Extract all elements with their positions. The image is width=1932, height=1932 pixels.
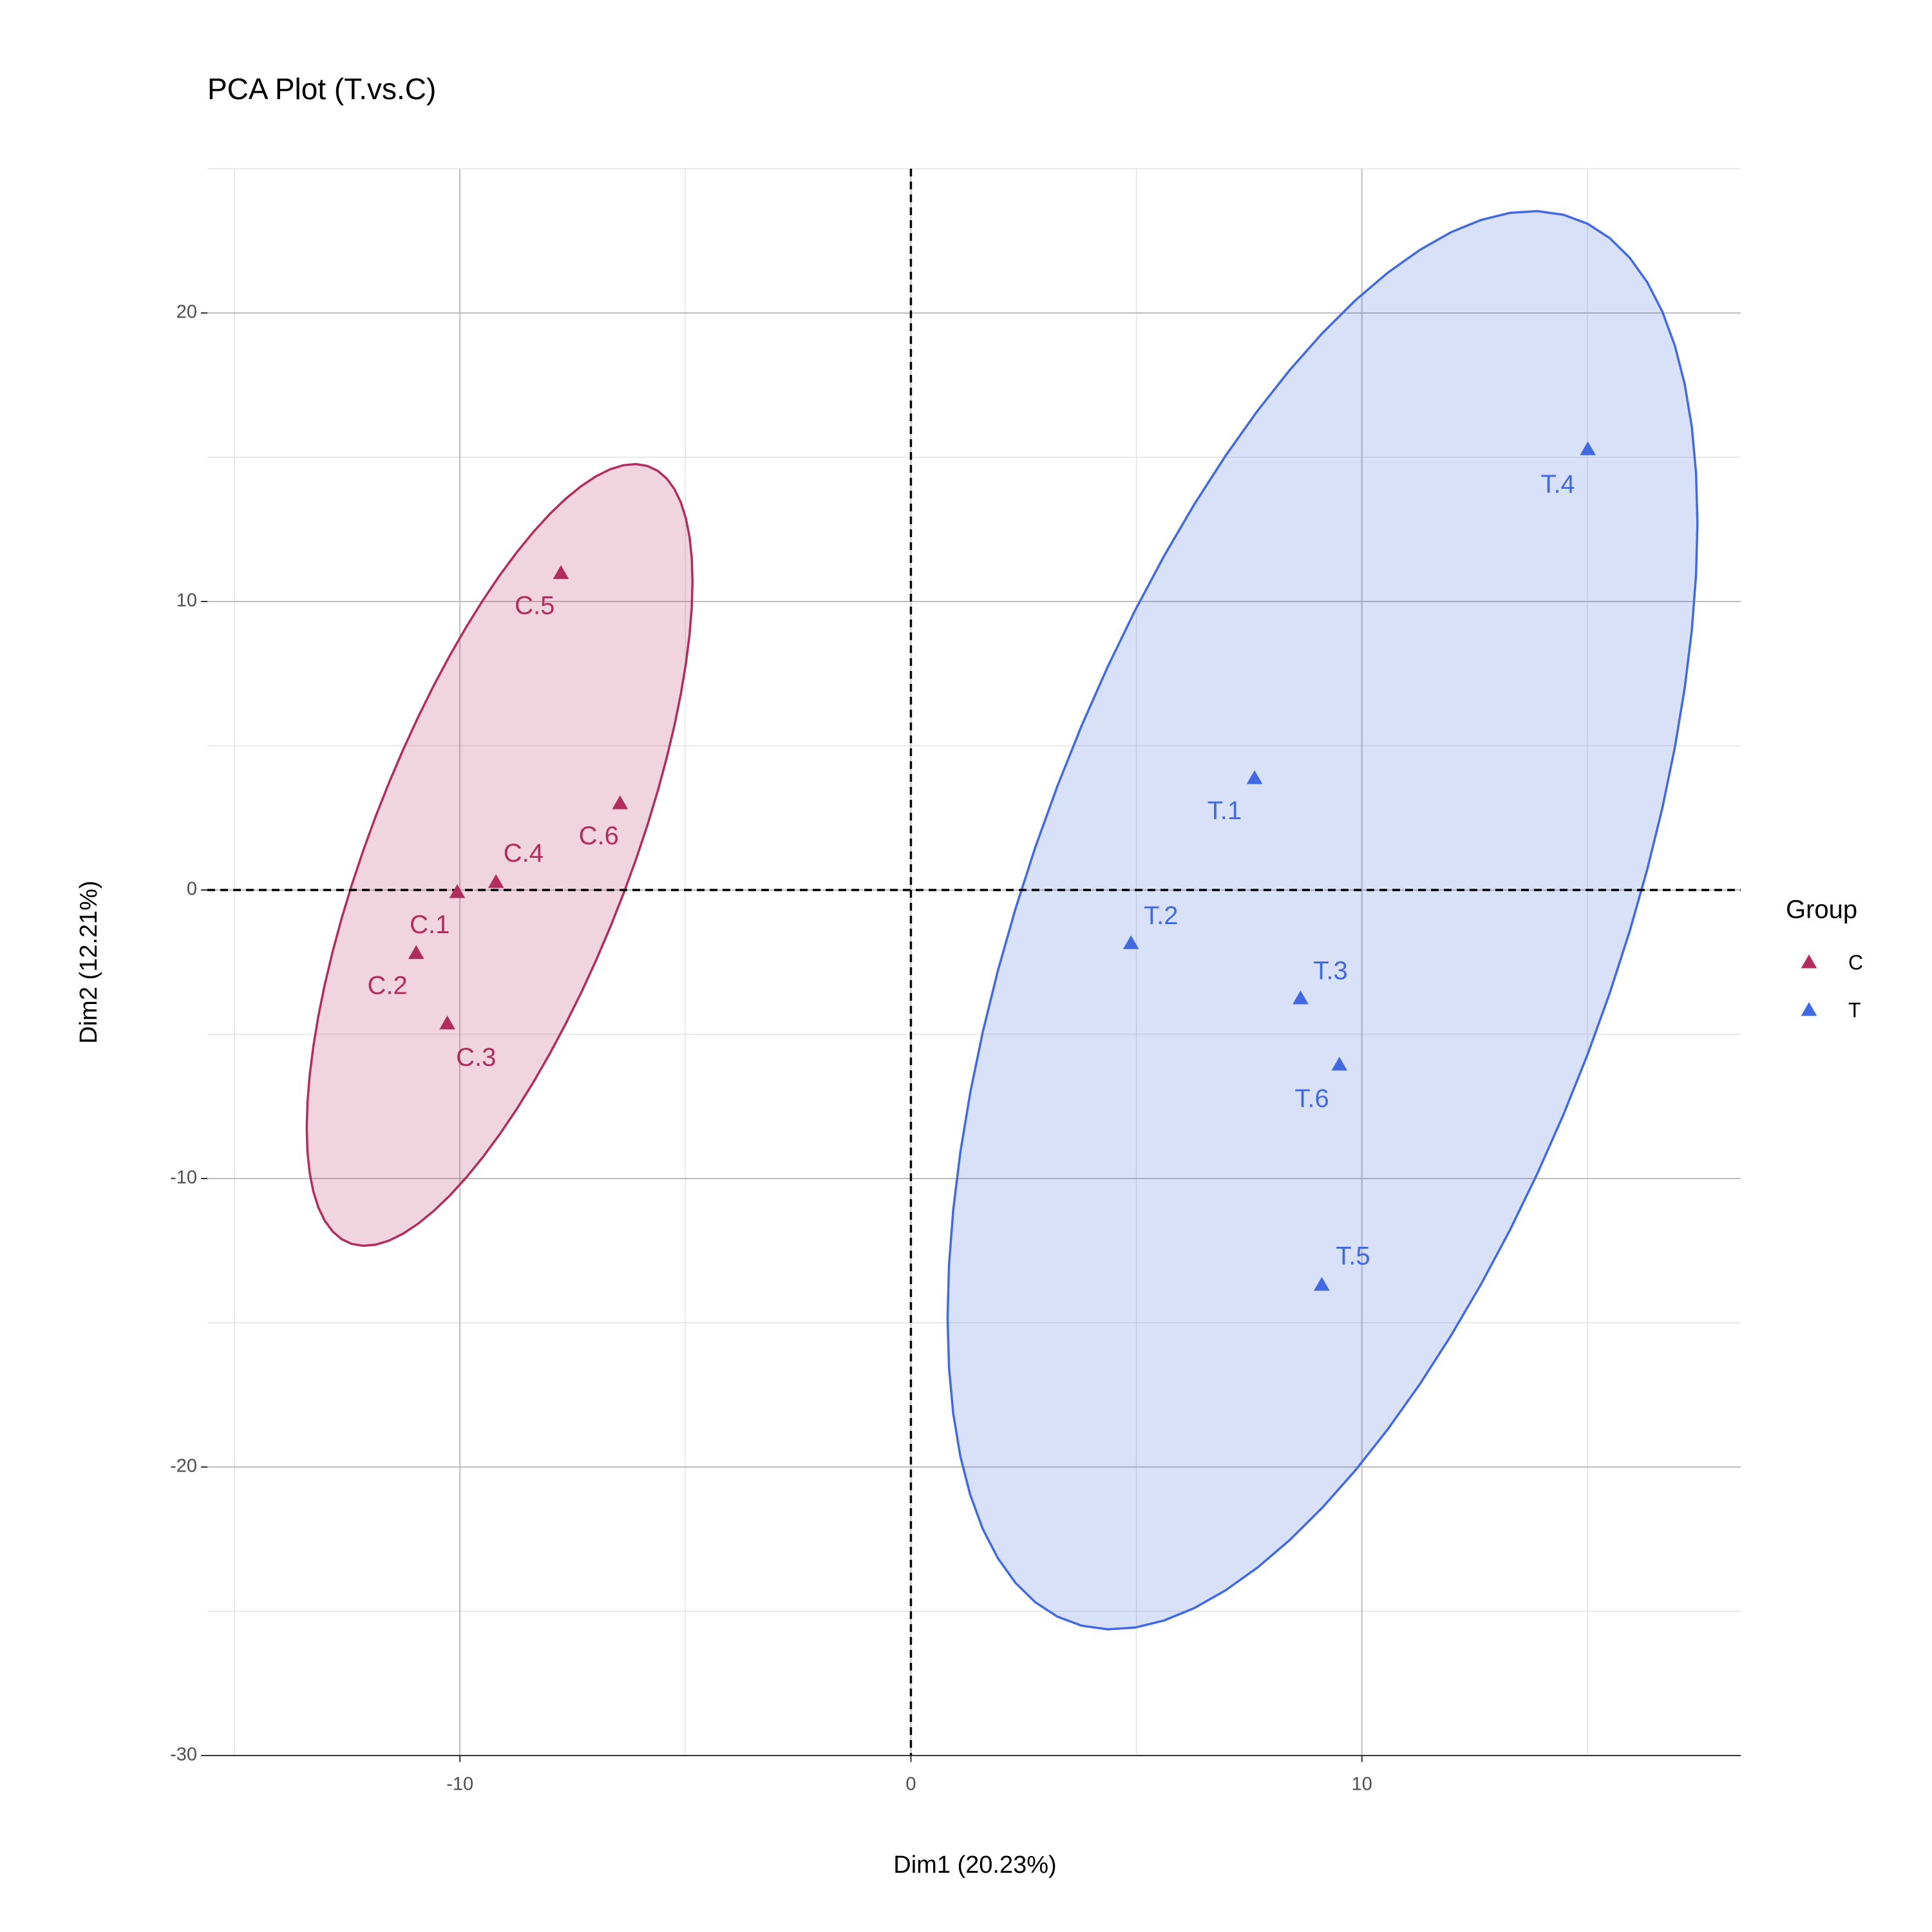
- x-tick-label: -10: [446, 1774, 473, 1795]
- point-label: C.4: [504, 839, 544, 867]
- point: [1314, 1276, 1330, 1291]
- point: [1331, 1056, 1348, 1071]
- point-label: C.2: [367, 972, 407, 1000]
- point-label: T.1: [1208, 797, 1242, 825]
- legend-symbol: [1801, 1002, 1817, 1016]
- legend-symbol: [1801, 954, 1817, 969]
- point-label: T.4: [1540, 470, 1575, 498]
- y-tick-label: -30: [170, 1745, 197, 1765]
- confidence-ellipse: [946, 210, 1699, 1631]
- point: [488, 874, 504, 888]
- point: [553, 565, 569, 579]
- y-tick-label: -10: [170, 1168, 197, 1188]
- point: [1293, 990, 1309, 1005]
- point: [612, 795, 629, 810]
- point: [449, 884, 466, 898]
- point-label: T.2: [1144, 902, 1178, 930]
- x-axis-title: Dim1 (20.23%): [893, 1852, 1056, 1879]
- x-tick-label: 0: [905, 1774, 916, 1795]
- legend-title: Group: [1786, 896, 1857, 924]
- y-tick-label: 20: [176, 302, 197, 323]
- point-label: T.5: [1336, 1242, 1370, 1271]
- point-label: C.6: [579, 822, 619, 850]
- y-tick-label: -20: [170, 1456, 197, 1477]
- point-label: T.3: [1313, 957, 1347, 985]
- chart-title: PCA Plot (T.vs.C): [207, 72, 436, 106]
- y-tick-label: 10: [176, 591, 197, 611]
- point-label: C.3: [456, 1043, 496, 1072]
- legend-label: T: [1848, 998, 1861, 1021]
- point: [408, 945, 424, 960]
- confidence-ellipse: [305, 462, 694, 1247]
- point-label: C.5: [515, 592, 554, 620]
- legend-label: C: [1848, 951, 1863, 974]
- y-tick-label: 0: [187, 879, 197, 900]
- point: [1580, 441, 1596, 455]
- x-tick-label: 10: [1352, 1774, 1372, 1795]
- point: [1246, 770, 1263, 784]
- point-label: C.1: [410, 911, 450, 939]
- point-label: T.6: [1294, 1084, 1329, 1113]
- point: [439, 1015, 455, 1030]
- point: [1122, 935, 1139, 949]
- y-axis-title: Dim2 (12.21%): [75, 880, 102, 1043]
